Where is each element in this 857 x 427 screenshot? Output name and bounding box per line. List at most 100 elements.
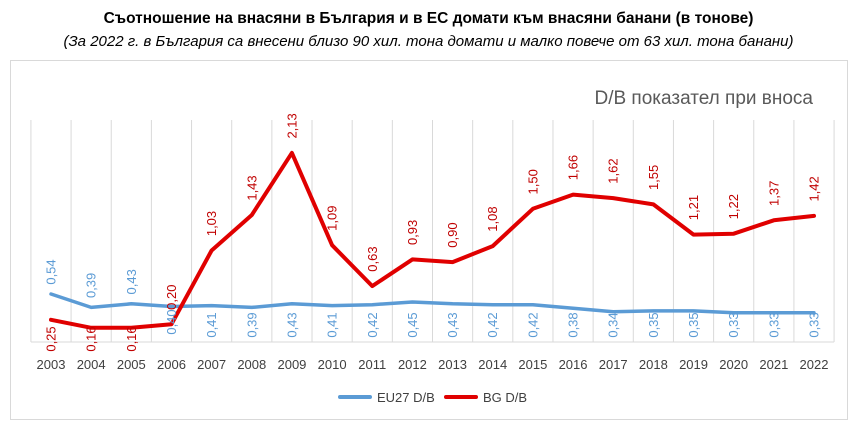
svg-text:BG D/B: BG D/B — [483, 390, 527, 405]
data-label-eu27: 0,41 — [204, 312, 219, 337]
chart-frame — [10, 60, 848, 420]
x-axis: 2003 2004 2005 2006 2007 2008 2009 2010 2011 2012… — [30, 341, 835, 372]
svg-text:0,63: 0,63 — [365, 246, 380, 271]
x-tick-label: 2015 — [518, 357, 547, 372]
svg-text:0,54: 0,54 — [44, 259, 59, 284]
svg-text:0,39: 0,39 — [244, 312, 259, 337]
data-label-eu27: 0,43 — [284, 312, 299, 337]
svg-text:1,22: 1,22 — [726, 194, 741, 219]
data-label-eu27: 0,35 — [646, 312, 661, 337]
data-label-eu27: 0,54 — [44, 259, 59, 284]
data-label-eu27: 0,42 — [525, 312, 540, 337]
data-label-bg: 1,21 — [686, 195, 701, 220]
svg-text:0,42: 0,42 — [485, 312, 500, 337]
x-tick-label: 2005 — [117, 357, 146, 372]
data-label-bg: 1,42 — [807, 176, 822, 201]
data-label-bg: 1,50 — [525, 169, 540, 194]
svg-text:0,25: 0,25 — [44, 326, 59, 351]
data-label-eu27: 0,45 — [405, 312, 420, 337]
svg-text:0,35: 0,35 — [686, 312, 701, 337]
data-label-bg: 0,25 — [44, 326, 59, 351]
svg-text:1,50: 1,50 — [525, 169, 540, 194]
series-lines — [49, 150, 816, 330]
data-label-bg: 0,90 — [445, 222, 460, 247]
svg-text:0,93: 0,93 — [405, 220, 420, 245]
svg-text:1,37: 1,37 — [766, 181, 781, 206]
svg-text:0,42: 0,42 — [525, 312, 540, 337]
svg-text:2,13: 2,13 — [284, 113, 299, 138]
svg-text:1,21: 1,21 — [686, 195, 701, 220]
data-label-eu27: 0,33 — [766, 312, 781, 337]
svg-text:0,42: 0,42 — [365, 312, 380, 337]
svg-text:1,42: 1,42 — [807, 176, 822, 201]
svg-text:0,45: 0,45 — [405, 312, 420, 337]
data-label-bg: 1,62 — [606, 158, 621, 183]
svg-text:0,90: 0,90 — [445, 222, 460, 247]
svg-text:0,39: 0,39 — [84, 273, 99, 298]
data-label-bg: 0,63 — [365, 246, 380, 271]
svg-text:1,09: 1,09 — [325, 206, 340, 231]
svg-text:1,62: 1,62 — [606, 158, 621, 183]
x-tick-label: 2022 — [800, 357, 829, 372]
svg-text:0,33: 0,33 — [726, 312, 741, 337]
data-label-bg: 1,43 — [244, 175, 259, 200]
data-label-bg: 0,20 — [164, 285, 179, 310]
data-label-bg: 1,37 — [766, 181, 781, 206]
data-label-bg: 1,03 — [204, 211, 219, 236]
x-tick-label: 2016 — [559, 357, 588, 372]
data-label-eu27: 0,38 — [566, 312, 581, 337]
gridlines — [30, 120, 835, 342]
svg-text:0,40: 0,40 — [164, 309, 179, 334]
svg-text:EU27 D/B: EU27 D/B — [377, 390, 435, 405]
svg-text:0,34: 0,34 — [606, 312, 621, 337]
svg-text:0,38: 0,38 — [566, 312, 581, 337]
data-label-bg: 1,55 — [646, 165, 661, 190]
x-tick-label: 2008 — [237, 357, 266, 372]
data-label-eu27: 0,33 — [807, 312, 822, 337]
x-tick-label: 2013 — [438, 357, 467, 372]
series-line-bg — [49, 150, 816, 330]
svg-text:0,41: 0,41 — [325, 312, 340, 337]
x-tick-label: 2007 — [197, 357, 226, 372]
svg-text:0,35: 0,35 — [646, 312, 661, 337]
x-tick-label: 2006 — [157, 357, 186, 372]
svg-text:0,43: 0,43 — [445, 312, 460, 337]
legend-item-eu27: EU27 D/B — [338, 390, 435, 405]
data-label-eu27: 0,39 — [244, 312, 259, 337]
svg-text:1,66: 1,66 — [566, 155, 581, 180]
data-label-bg: 1,66 — [566, 155, 581, 180]
data-labels: 0,54 0,39 0,43 0,40 0,41 0,39 0,43 0,41 0,42 0,45… — [44, 113, 822, 351]
svg-text:1,03: 1,03 — [204, 211, 219, 236]
data-label-eu27: 0,40 — [164, 309, 179, 334]
data-label-eu27: 0,39 — [84, 273, 99, 298]
x-tick-label: 2009 — [277, 357, 306, 372]
x-tick-label: 2020 — [719, 357, 748, 372]
data-label-eu27: 0,34 — [606, 312, 621, 337]
x-tick-label: 2003 — [37, 357, 66, 372]
data-label-eu27: 0,43 — [445, 312, 460, 337]
data-label-bg: 1,09 — [325, 206, 340, 231]
data-label-eu27: 0,33 — [726, 312, 741, 337]
data-label-bg: 0,93 — [405, 220, 420, 245]
data-label-eu27: 0,41 — [325, 312, 340, 337]
svg-text:0,41: 0,41 — [204, 312, 219, 337]
data-label-eu27: 0,42 — [365, 312, 380, 337]
legend-item-bg: BG D/B — [444, 390, 527, 405]
inner-chart-title: D/B показател при вноса — [594, 88, 813, 109]
svg-text:0,43: 0,43 — [124, 269, 139, 294]
data-label-eu27: 0,35 — [686, 312, 701, 337]
x-tick-label: 2018 — [639, 357, 668, 372]
svg-text:0,16: 0,16 — [84, 326, 99, 351]
x-tick-label: 2011 — [358, 357, 386, 372]
chart-subtitle: (За 2022 г. в България са внесени близо … — [63, 33, 794, 50]
x-tick-label: 2010 — [318, 357, 347, 372]
svg-text:1,08: 1,08 — [485, 206, 500, 231]
svg-text:0,20: 0,20 — [164, 285, 179, 310]
svg-text:0,43: 0,43 — [284, 312, 299, 337]
x-tick-label: 2004 — [77, 357, 106, 372]
x-tick-label: 2021 — [759, 357, 788, 372]
x-tick-label: 2017 — [599, 357, 628, 372]
data-label-eu27: 0,42 — [485, 312, 500, 337]
data-label-bg: 1,08 — [485, 206, 500, 231]
